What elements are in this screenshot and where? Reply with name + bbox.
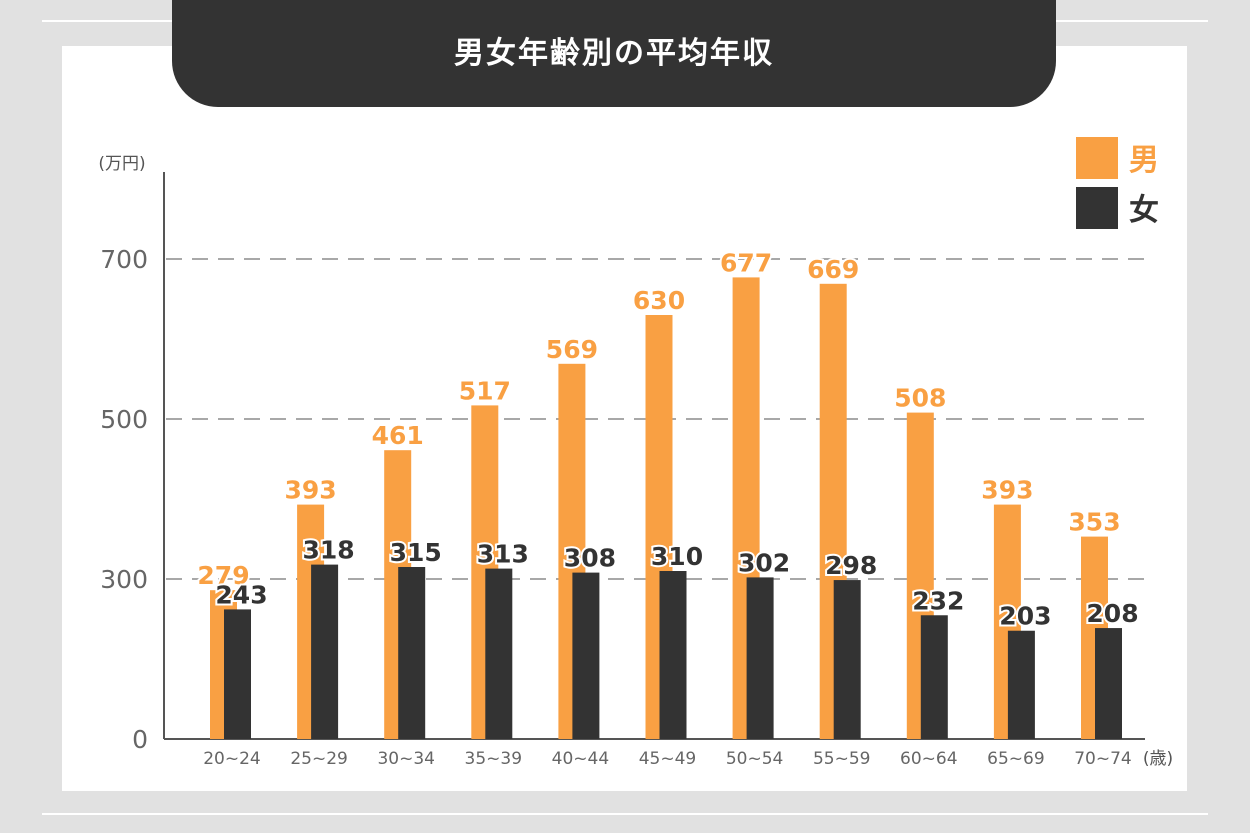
data-label-female: 308 xyxy=(564,544,616,573)
legend-swatch xyxy=(1076,137,1118,179)
bar-female xyxy=(398,567,426,739)
data-label-male: 279 xyxy=(197,561,249,590)
data-label-female: 302 xyxy=(738,548,790,577)
legend-swatch xyxy=(1076,187,1118,229)
x-tick-label: 25~29 xyxy=(290,749,348,769)
data-label-male: 508 xyxy=(894,384,946,413)
legend: 男女 xyxy=(1076,137,1159,229)
data-label-male: 669 xyxy=(807,255,859,284)
bar-female xyxy=(224,609,251,739)
data-label-female: 232 xyxy=(912,586,964,615)
x-tick-label: 70~74 xyxy=(1074,749,1132,769)
data-label-male: 677 xyxy=(720,248,772,277)
data-label-male: 569 xyxy=(546,335,598,364)
data-label-male: 517 xyxy=(459,376,511,405)
data-label-female: 310 xyxy=(651,542,703,571)
legend-label: 男 xyxy=(1129,143,1159,178)
y-tick-labels: 0 300 500 700 xyxy=(100,245,148,754)
data-label-male: 461 xyxy=(372,421,424,450)
x-tick-label: 45~49 xyxy=(639,749,697,769)
y-tick-label: 300 xyxy=(100,565,148,594)
bar-female xyxy=(311,564,339,739)
data-label-female: 243 xyxy=(215,580,267,609)
chart-title-bar: 男女年齢別の平均年収 xyxy=(172,0,1056,107)
data-label-female: 203 xyxy=(999,602,1051,631)
bars xyxy=(210,277,1122,739)
data-label-female: 298 xyxy=(825,551,877,580)
y-tick-label: 0 xyxy=(132,725,148,754)
y-axis-unit-label: (万円) xyxy=(98,154,145,174)
x-axis-unit-label: (歳) xyxy=(1143,749,1173,769)
data-label-female: 315 xyxy=(390,538,442,567)
x-tick-label: 30~34 xyxy=(377,749,435,769)
chart-title: 男女年齢別の平均年収 xyxy=(454,35,774,71)
x-tick-label: 55~59 xyxy=(813,749,871,769)
data-label-female: 208 xyxy=(1086,599,1138,628)
x-tick-labels: 20~24 25~29 30~34 35~39 40~44 45~49 50~54 55~59… xyxy=(203,749,1132,769)
bar-female xyxy=(485,568,513,739)
x-tick-label: 50~54 xyxy=(726,749,784,769)
bottom-rule xyxy=(42,813,1208,815)
data-label-female: 313 xyxy=(477,540,529,569)
bar-female xyxy=(1007,630,1035,739)
data-label-male: 393 xyxy=(981,476,1033,505)
x-tick-label: 20~24 xyxy=(203,749,261,769)
legend-label: 女 xyxy=(1129,193,1159,228)
y-tick-label: 700 xyxy=(100,245,148,274)
data-label-male: 353 xyxy=(1068,508,1120,537)
x-tick-label: 40~44 xyxy=(552,749,610,769)
data-label-male: 630 xyxy=(633,286,685,315)
data-label-female: 318 xyxy=(303,536,355,565)
x-tick-label: 60~64 xyxy=(900,749,958,769)
bar-female xyxy=(746,577,774,739)
bar-female xyxy=(920,615,948,739)
bar-female xyxy=(1095,628,1122,739)
x-tick-label: 35~39 xyxy=(465,749,523,769)
bar-female xyxy=(572,572,600,739)
y-tick-label: 500 xyxy=(100,405,148,434)
bar-female xyxy=(659,571,687,739)
data-label-male: 393 xyxy=(285,476,337,505)
x-tick-label: 65~69 xyxy=(987,749,1045,769)
bar-female xyxy=(833,580,861,739)
